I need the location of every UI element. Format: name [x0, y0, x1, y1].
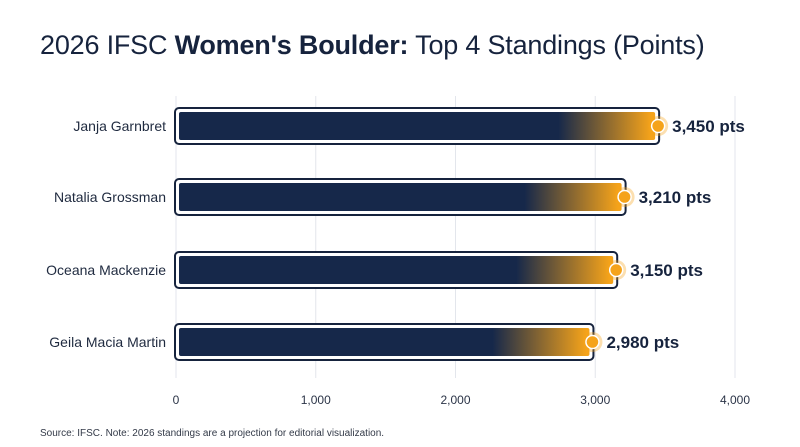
title-part-2: Top 4 Standings (Points) — [408, 30, 705, 60]
bar-end-marker — [585, 334, 600, 350]
chart-title: 2026 IFSC Women's Boulder: Top 4 Standin… — [40, 30, 705, 61]
x-tick-label: 2,000 — [440, 393, 470, 407]
value-label: 3,150 pts — [630, 261, 703, 280]
title-part-1: 2026 IFSC — [40, 30, 175, 60]
category-label: Oceana Mackenzie — [46, 262, 166, 278]
value-label: 3,210 pts — [639, 188, 712, 207]
bar-end-marker — [617, 189, 632, 205]
bar — [179, 112, 656, 140]
value-label: 3,450 pts — [672, 117, 745, 136]
bar — [179, 328, 590, 356]
x-tick-label: 4,000 — [720, 393, 750, 407]
x-tick-label: 3,000 — [580, 393, 610, 407]
bar — [179, 183, 622, 211]
bar — [179, 256, 614, 284]
bar-end-marker — [608, 262, 624, 278]
title-bold: Women's Boulder: — [174, 30, 409, 60]
source-note: Source: IFSC. Note: 2026 standings are a… — [40, 428, 385, 439]
x-tick-label: 1,000 — [301, 393, 331, 407]
category-label: Janja Garnbret — [73, 118, 166, 134]
bar-end-marker — [650, 118, 666, 134]
value-label: 2,980 pts — [606, 333, 679, 352]
category-label: Geila Macia Martin — [49, 334, 166, 350]
x-tick-label: 0 — [173, 393, 180, 407]
category-label: Natalia Grossman — [54, 189, 166, 205]
